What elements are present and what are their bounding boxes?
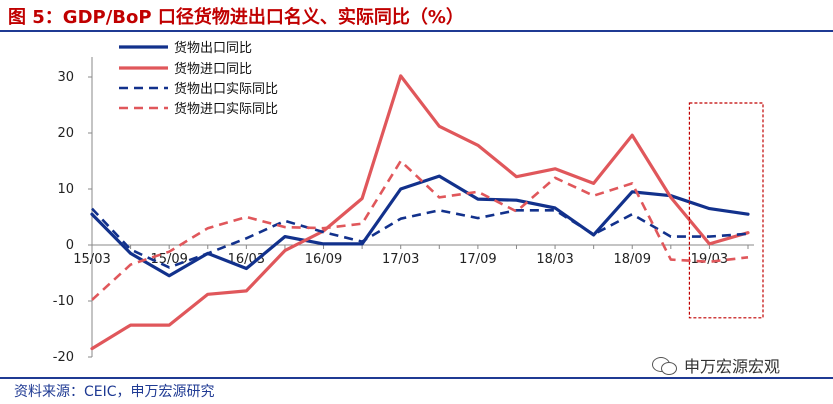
series-line-4	[91, 159, 749, 301]
x-tick-label: 17/03	[382, 252, 419, 267]
legend-label-2: 货物进口同比	[174, 61, 252, 77]
chart-title: 图 5：GDP/BoP 口径货物进出口名义、实际同比（%）	[8, 7, 464, 28]
y-tick-label: -20	[53, 350, 74, 365]
x-tick-label: 15/03	[73, 252, 110, 267]
wechat-icon	[652, 355, 678, 375]
x-tick-label: 15/09	[150, 252, 187, 267]
x-tick-label: 18/03	[536, 252, 573, 267]
source-divider	[0, 377, 833, 379]
x-tick-label: 19/03	[691, 252, 728, 267]
legend-label-4: 货物进口实际同比	[174, 101, 278, 117]
legend-label-3: 货物出口实际同比	[174, 81, 278, 97]
y-tick-label: 0	[66, 238, 74, 253]
series-line-3	[91, 207, 749, 269]
watermark-label: 申万宏源宏观	[684, 357, 781, 376]
legend-label-1: 货物出口同比	[174, 40, 252, 56]
y-tick-label: -10	[53, 294, 74, 309]
x-tick-label: 18/09	[614, 252, 651, 267]
x-tick-label: 16/09	[305, 252, 342, 267]
watermark: 申万宏源宏观	[652, 352, 780, 378]
series-line-2	[90, 74, 750, 351]
x-tick-label: 17/09	[459, 252, 496, 267]
title-bar: 图 5：GDP/BoP 口径货物进出口名义、实际同比（%）	[0, 0, 833, 30]
y-tick-label: 20	[57, 126, 74, 141]
title-divider	[0, 30, 833, 32]
highlight-box	[688, 102, 764, 319]
series-line-1	[90, 174, 750, 278]
y-tick-label: 10	[57, 182, 74, 197]
source-note: 资料来源：CEIC，申万宏源研究	[14, 384, 215, 400]
y-tick-label: 30	[57, 70, 74, 85]
